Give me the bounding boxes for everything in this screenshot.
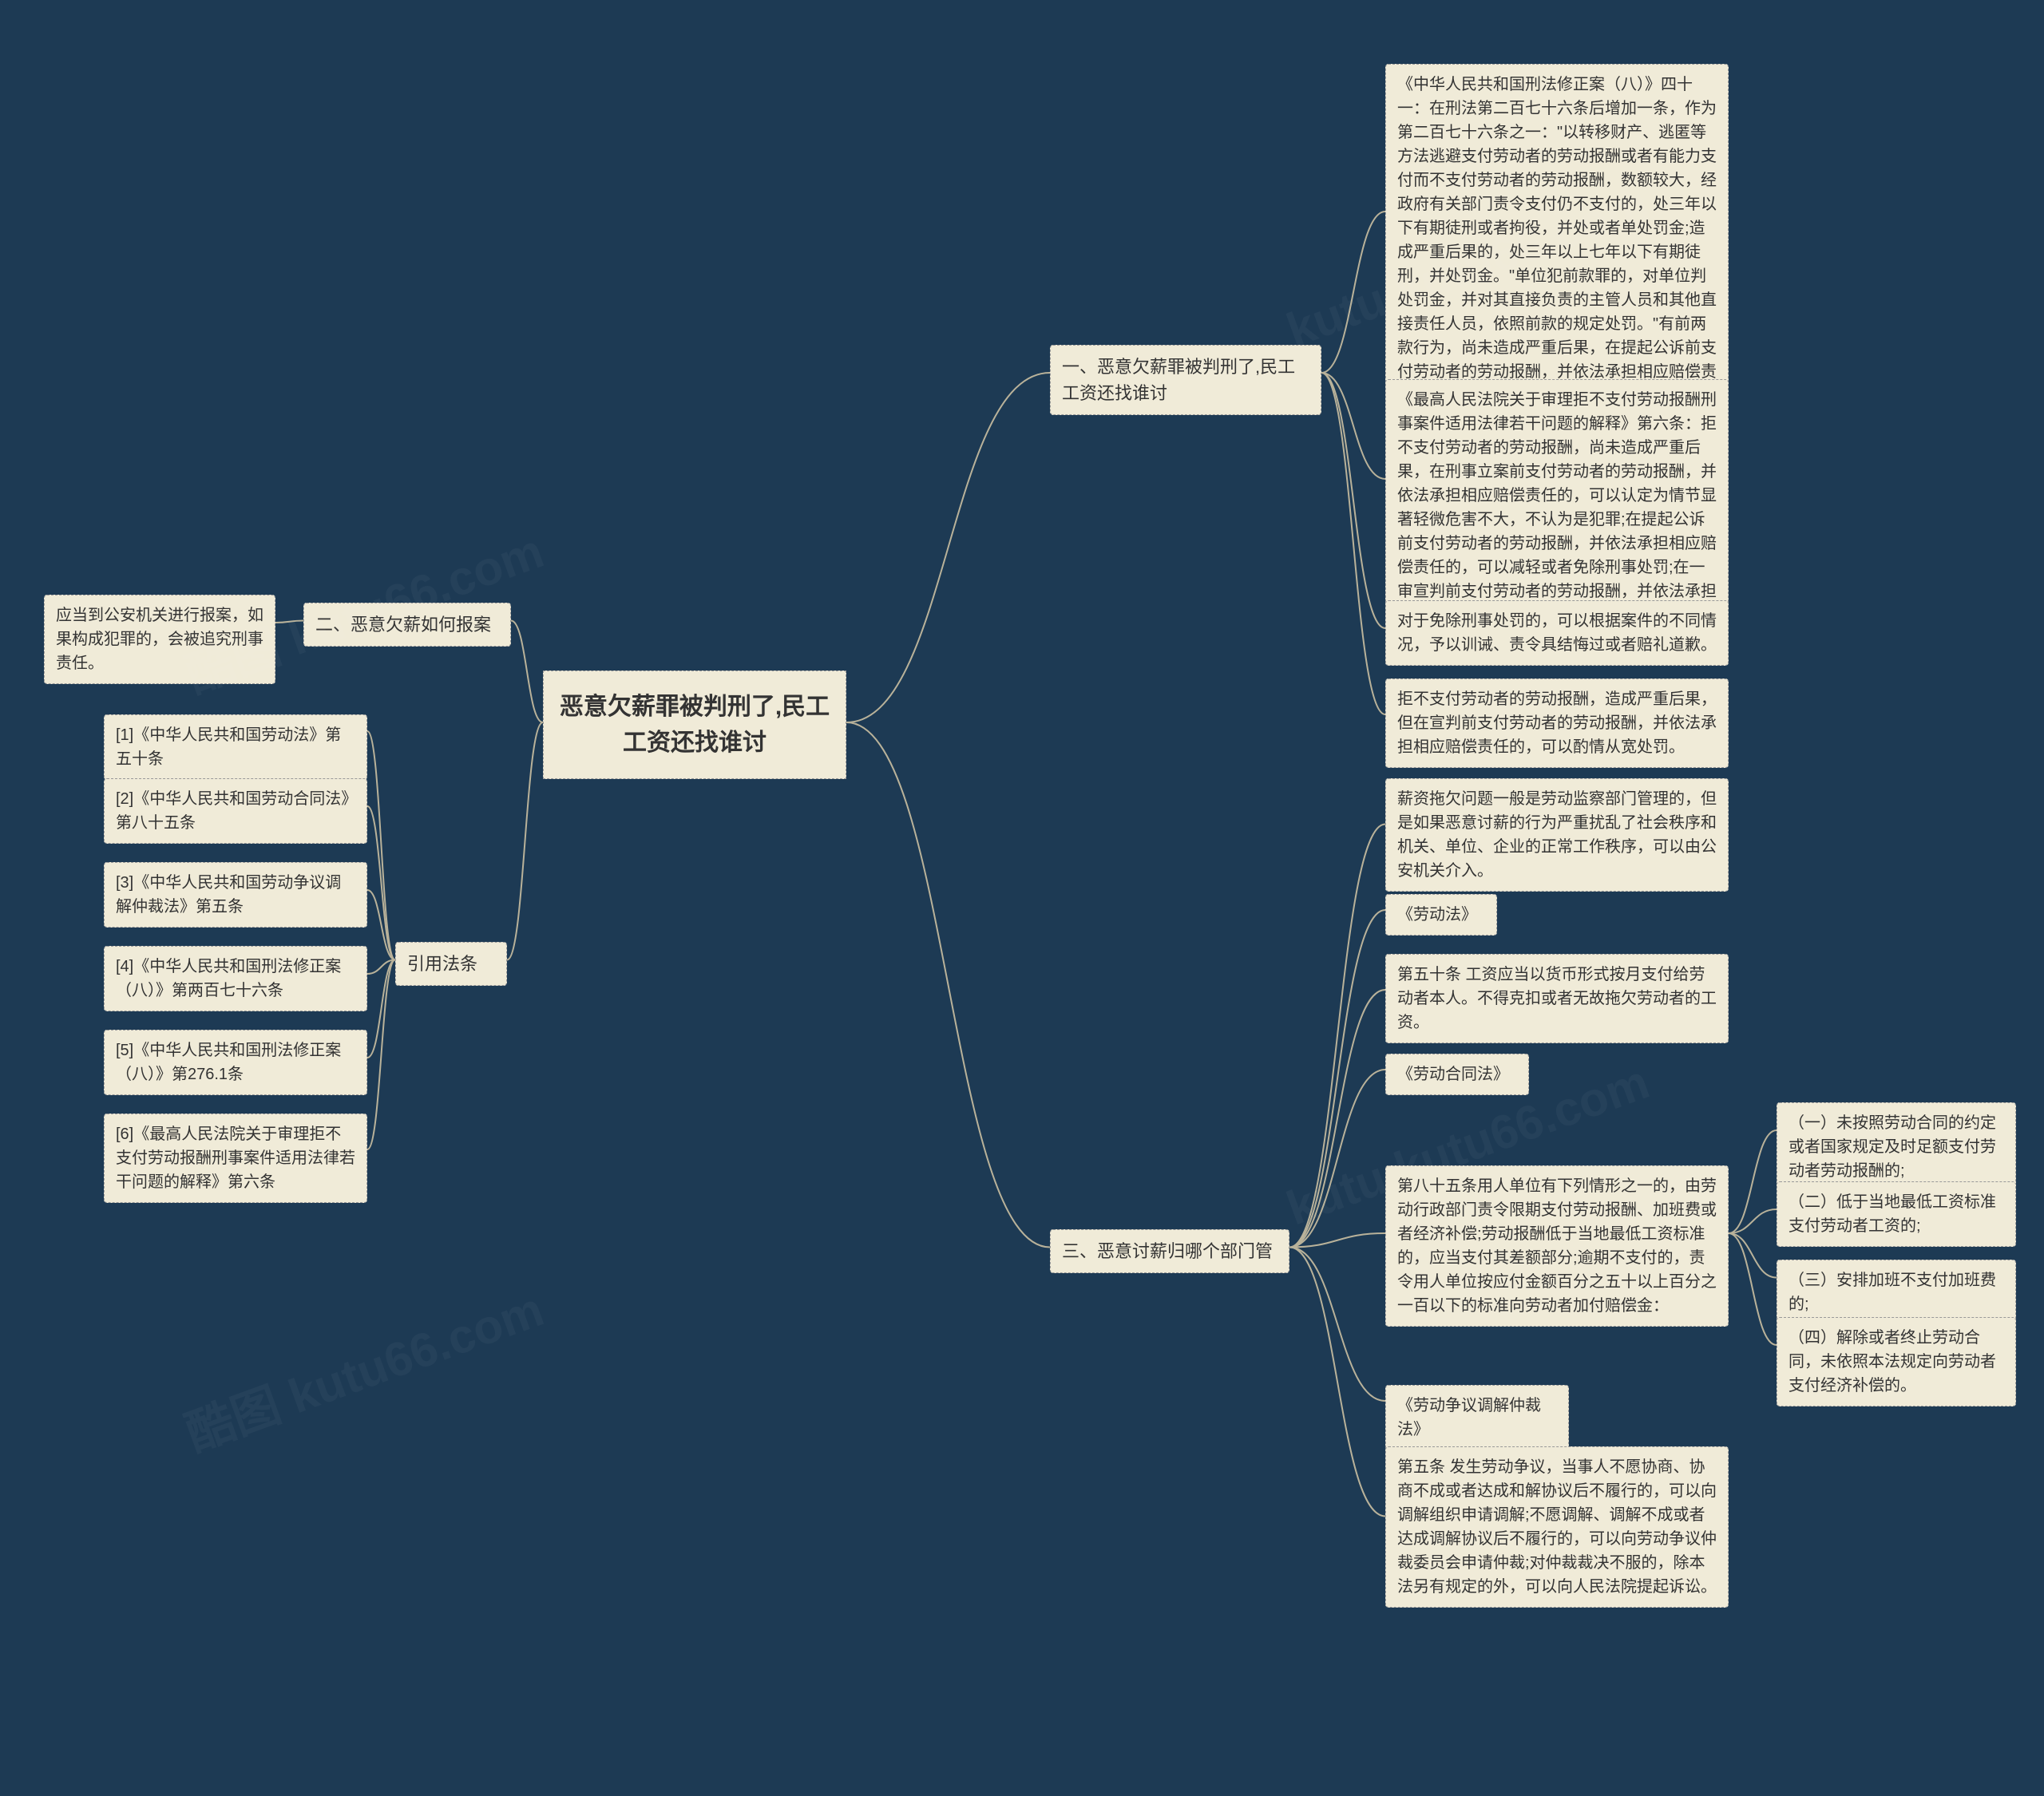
- s4-leaf: [3]《中华人民共和国劳动争议调解仲裁法》第五条: [104, 862, 367, 928]
- s1-leaf: 《最高人民法院关于审理拒不支付劳动报酬刑事案件适用法律若干问题的解释》第六条：拒…: [1385, 379, 1729, 636]
- s4-leaf: [1]《中华人民共和国劳动法》第五十条: [104, 714, 367, 780]
- s4-leaf: [2]《中华人民共和国劳动合同法》第八十五条: [104, 778, 367, 844]
- s3-leaf: 第五条 发生劳动争议，当事人不愿协商、协商不成或者达成和解协议后不履行的，可以向…: [1385, 1446, 1729, 1608]
- s3-leaf: 第五十条 工资应当以货币形式按月支付给劳动者本人。不得克扣或者无故拖欠劳动者的工…: [1385, 954, 1729, 1043]
- s3c5-sub: （四）解除或者终止劳动合同，未依照本法规定向劳动者支付经济补偿的。: [1777, 1317, 2016, 1406]
- s2-leaf: 应当到公安机关进行报案，如果构成犯罪的，会被追究刑事责任。: [44, 595, 275, 684]
- s3-leaf: 《劳动法》: [1385, 894, 1497, 936]
- s3-leaf: 第八十五条用人单位有下列情形之一的，由劳动行政部门责令限期支付劳动报酬、加班费或…: [1385, 1165, 1729, 1327]
- s3c5-sub: （三）安排加班不支付加班费的;: [1777, 1260, 2016, 1325]
- s4-leaf: [5]《中华人民共和国刑法修正案（八）》第276.1条: [104, 1030, 367, 1095]
- root-node: 恶意欠薪罪被判刑了,民工工资还找谁讨: [543, 671, 846, 779]
- s3c5-sub: （一）未按照劳动合同的约定或者国家规定及时足额支付劳动者劳动报酬的;: [1777, 1102, 2016, 1192]
- s1-leaf: 拒不支付劳动者的劳动报酬，造成严重后果，但在宣判前支付劳动者的劳动报酬，并依法承…: [1385, 678, 1729, 768]
- watermark: 酷图 kutu66.com: [175, 1271, 552, 1465]
- s3-leaf: 《劳动合同法》: [1385, 1054, 1529, 1095]
- s3-leaf: 《劳动争议调解仲裁法》: [1385, 1385, 1569, 1450]
- s4-leaf: [4]《中华人民共和国刑法修正案（八）》第两百七十六条: [104, 946, 367, 1011]
- section-4: 引用法条: [395, 942, 507, 986]
- s4-leaf: [6]《最高人民法院关于审理拒不支付劳动报酬刑事案件适用法律若干问题的解释》第六…: [104, 1114, 367, 1203]
- s3c5-sub: （二）低于当地最低工资标准支付劳动者工资的;: [1777, 1181, 2016, 1247]
- section-3: 三、恶意讨薪归哪个部门管: [1050, 1229, 1289, 1273]
- s3-leaf: 薪资拖欠问题一般是劳动监察部门管理的，但是如果恶意讨薪的行为严重扰乱了社会秩序和…: [1385, 778, 1729, 892]
- section-2: 二、恶意欠薪如何报案: [303, 603, 511, 647]
- section-1: 一、恶意欠薪罪被判刑了,民工工资还找谁讨: [1050, 345, 1321, 415]
- s1-leaf: 对于免除刑事处罚的，可以根据案件的不同情况，予以训诫、责令具结悔过或者赔礼道歉。: [1385, 600, 1729, 666]
- s1-leaf: 《中华人民共和国刑法修正案（八）》四十一：在刑法第二百七十六条后增加一条，作为第…: [1385, 64, 1729, 417]
